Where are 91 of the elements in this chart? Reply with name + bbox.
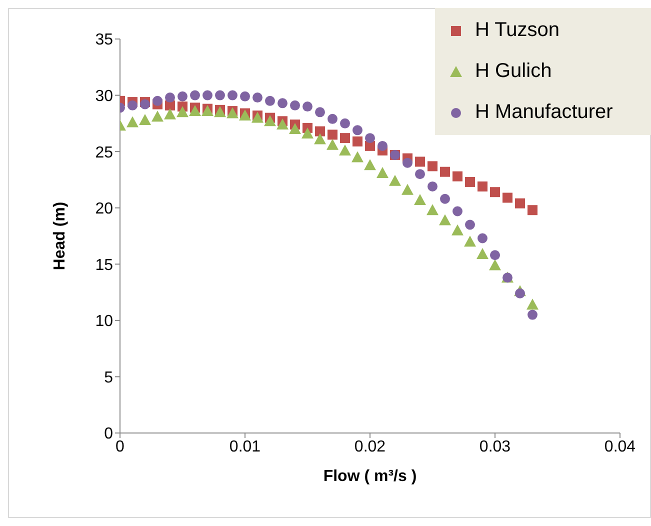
- x-tick-label: 0: [116, 438, 125, 456]
- point: [278, 98, 288, 108]
- point: [465, 176, 475, 187]
- point: [490, 250, 500, 260]
- point: [478, 233, 488, 244]
- point: [428, 181, 438, 192]
- point: [426, 204, 438, 216]
- point: [215, 90, 225, 100]
- point: [126, 116, 138, 128]
- point: [302, 102, 312, 112]
- x-tick-label: 0.01: [229, 438, 261, 456]
- point: [452, 206, 462, 216]
- point: [439, 214, 451, 226]
- point: [152, 110, 164, 122]
- point: [528, 205, 538, 216]
- point: [465, 220, 475, 230]
- point: [139, 114, 151, 126]
- point: [428, 161, 438, 172]
- point: [314, 133, 326, 144]
- legend-label: H Manufacturer: [475, 101, 613, 124]
- point: [402, 158, 412, 168]
- point: [365, 133, 375, 144]
- y-tick-label: 0: [104, 426, 114, 443]
- point: [214, 106, 226, 118]
- point: [240, 91, 250, 102]
- point: [440, 166, 450, 177]
- point: [339, 144, 351, 156]
- point: [302, 128, 314, 139]
- point: [340, 118, 350, 128]
- point: [528, 310, 538, 320]
- point: [276, 118, 288, 130]
- point: [526, 298, 538, 310]
- point: [128, 100, 138, 110]
- point: [389, 174, 401, 186]
- legend-label: H Gulich: [475, 60, 552, 83]
- point: [490, 187, 500, 198]
- point: [202, 105, 214, 116]
- point: [364, 159, 376, 170]
- point: [415, 156, 425, 167]
- y-tick-label: 30: [95, 88, 114, 105]
- x-tick-label: 0.02: [354, 438, 386, 456]
- point: [452, 224, 464, 236]
- x-tick-label: 0.04: [604, 438, 636, 456]
- y-tick-label: 15: [95, 256, 114, 274]
- point: [515, 288, 525, 298]
- point: [378, 140, 388, 151]
- point: [152, 96, 162, 106]
- point: [190, 90, 200, 100]
- point: [440, 194, 450, 204]
- point: [165, 92, 175, 103]
- point: [289, 123, 301, 134]
- point: [290, 100, 300, 110]
- point: [326, 138, 338, 150]
- point: [328, 114, 338, 124]
- point: [315, 126, 325, 136]
- point: [228, 90, 238, 100]
- point: [252, 92, 262, 103]
- y-tick-label: 20: [95, 200, 114, 218]
- x-tick-label: 0.03: [479, 438, 511, 456]
- point: [352, 125, 362, 136]
- point: [352, 136, 362, 146]
- point: [415, 169, 425, 180]
- point: [178, 91, 188, 102]
- legend-label: H Tuzson: [475, 19, 560, 42]
- point: [402, 184, 414, 195]
- y-tick-label: 5: [104, 369, 114, 386]
- point: [340, 133, 350, 144]
- point: [489, 259, 501, 270]
- point: [176, 106, 188, 118]
- y-tick-label: 35: [95, 32, 114, 49]
- y-tick-label: 25: [95, 144, 114, 162]
- point: [328, 130, 338, 140]
- point: [264, 115, 276, 126]
- y-axis-title: Head (m): [52, 202, 69, 270]
- point: [189, 105, 201, 116]
- point: [352, 151, 364, 162]
- point: [414, 194, 426, 205]
- y-tick-label: 10: [95, 313, 114, 330]
- point: [515, 198, 525, 208]
- point: [464, 236, 476, 247]
- point: [265, 96, 275, 106]
- point: [376, 166, 388, 178]
- point: [478, 181, 488, 192]
- x-axis-title: Flow ( m³/s ): [323, 468, 417, 485]
- point: [315, 107, 325, 118]
- point: [502, 192, 512, 203]
- point: [164, 108, 176, 120]
- point: [476, 248, 488, 260]
- point: [239, 110, 251, 121]
- point: [202, 90, 212, 100]
- point: [452, 171, 462, 182]
